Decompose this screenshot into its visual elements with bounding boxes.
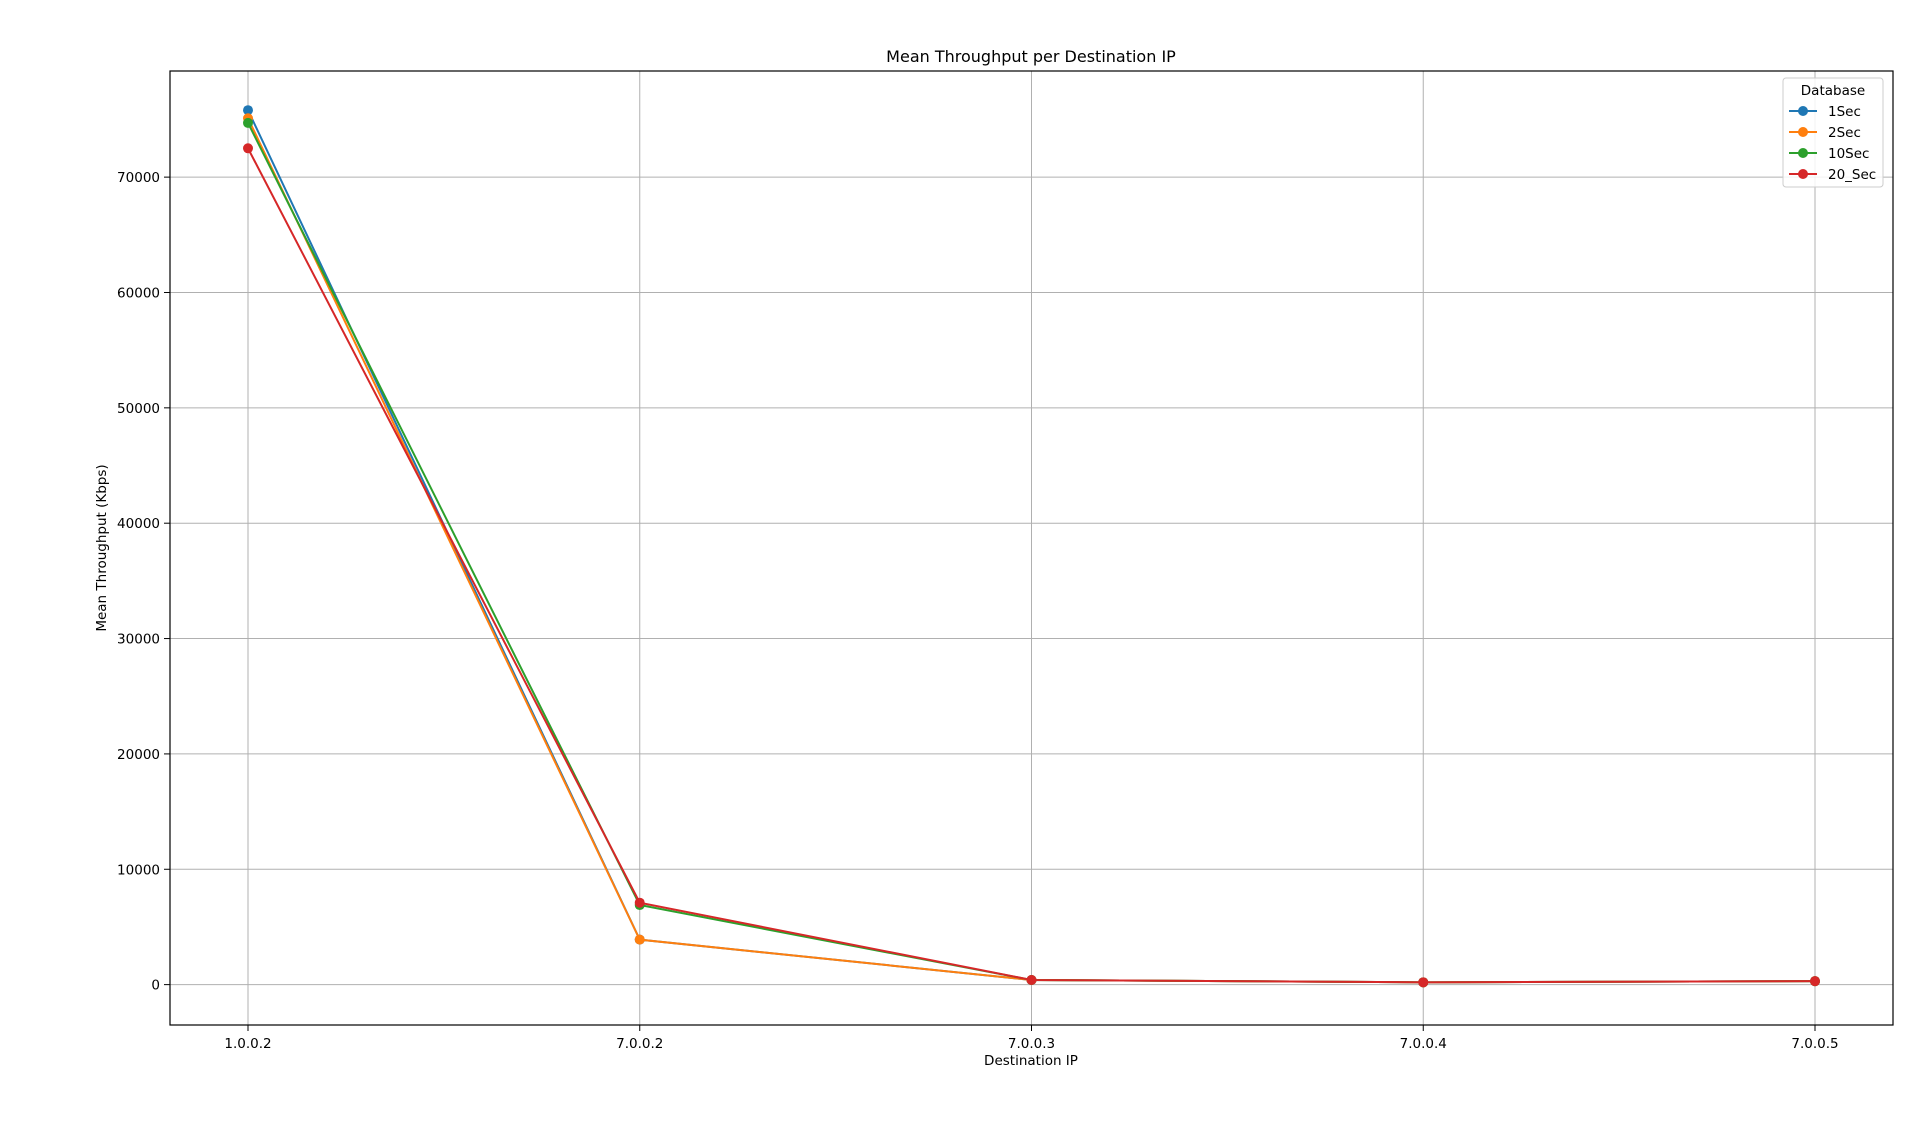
data-point [243,143,253,154]
x-axis-label: Destination IP [984,1053,1078,1069]
legend-item: 10Sec [1789,146,1869,162]
legend-box [1782,77,1884,188]
series-20_Sec [243,143,1820,988]
data-point [243,117,253,128]
legend-title: Database [1801,83,1865,99]
axes: 1.0.0.2 7.0.0.2 7.0.0.3 7.0.0.4 7.0.0.5 0 1000… [117,70,1894,1052]
legend-item: 1Sec [1789,104,1861,120]
y-tick-label: 30000 [117,632,160,648]
legend: Database 1Sec 2Sec 10Sec 20_Sec [1782,77,1884,188]
legend-marker [1798,127,1808,137]
x-tick-label: 1.0.0.2 [224,1036,271,1052]
y-tick-label: 40000 [117,516,160,532]
legend-marker [1798,169,1808,179]
y-tick-label: 70000 [117,170,160,186]
y-tick-label: 0 [151,978,160,994]
legend-marker [1798,148,1808,158]
legend-label: 20_Sec [1828,167,1876,183]
legend-item: 2Sec [1789,125,1861,141]
y-tick-label: 50000 [117,401,160,417]
data-point [1026,975,1037,986]
legend-item: 20_Sec [1789,167,1876,183]
legend-label: 1Sec [1828,104,1861,120]
y-axis-label: Mean Throughput (Kbps) [94,464,110,631]
data-point [634,897,645,908]
y-tick-label: 20000 [117,747,160,763]
x-tick-label: 7.0.0.2 [616,1036,663,1052]
legend-marker [1798,106,1808,116]
y-tick-label: 10000 [117,862,160,878]
legend-label: 2Sec [1828,125,1861,141]
grid [170,71,1893,1025]
x-tick-label: 7.0.0.4 [1400,1036,1447,1052]
y-tick-label: 60000 [117,285,160,301]
data-point [634,934,645,945]
legend-label: 10Sec [1828,146,1869,162]
data-point [1810,976,1820,987]
x-tick-label: 7.0.0.3 [1008,1036,1055,1052]
chart-title: Mean Throughput per Destination IP [886,47,1176,66]
x-tick-label: 7.0.0.5 [1791,1036,1838,1052]
data-point [243,105,253,116]
series [243,105,1820,988]
data-point [1418,977,1429,988]
